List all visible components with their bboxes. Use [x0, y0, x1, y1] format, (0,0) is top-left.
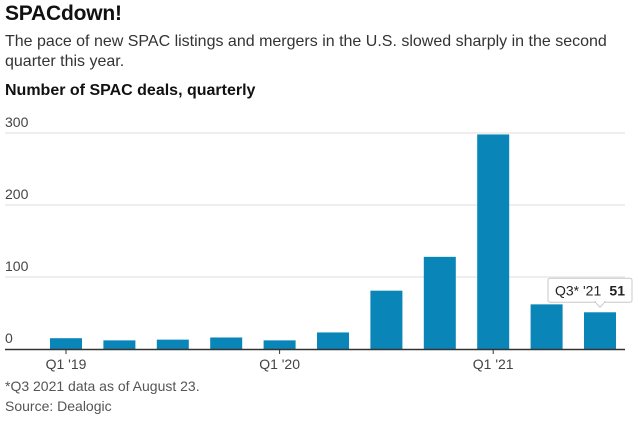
y-tick-label: 100 — [5, 258, 29, 274]
footnote: *Q3 2021 data as of August 23. — [5, 378, 200, 394]
bar-6 — [370, 290, 403, 349]
y-axis-label: Number of SPAC deals, quarterly — [5, 82, 256, 99]
y-tick-label: 0 — [5, 330, 13, 346]
bar-3 — [210, 337, 243, 349]
y-tick-label: 200 — [5, 186, 29, 202]
chart-subtitle: The pace of new SPAC listings and merger… — [5, 33, 607, 70]
bar-5 — [317, 332, 349, 349]
tooltip-value: 51 — [609, 282, 625, 298]
chart-title: SPACdown! — [5, 2, 122, 25]
bar-8 — [477, 134, 510, 349]
bar-0 — [50, 338, 82, 349]
bar-1 — [103, 340, 136, 349]
bar-2 — [156, 339, 189, 349]
bar-4 — [263, 340, 296, 349]
bar-9 — [530, 304, 563, 349]
source-note: Source: Dealogic — [5, 398, 112, 414]
tooltip-box — [547, 277, 633, 303]
bar-7 — [423, 256, 456, 349]
x-tick-label: Q1 '19 — [46, 356, 87, 372]
x-tick-label: Q1 '20 — [259, 356, 300, 372]
bar-10 — [584, 312, 616, 349]
y-tick-label: 300 — [5, 114, 29, 130]
tooltip-label: Q3* '21 — [555, 282, 601, 298]
bar-chart: 0 100 200 300 Q1 '19 Q1 '20 Q1 '21 Q3* '21 51 — [5, 114, 633, 372]
x-tick-label: Q1 '21 — [473, 356, 514, 372]
